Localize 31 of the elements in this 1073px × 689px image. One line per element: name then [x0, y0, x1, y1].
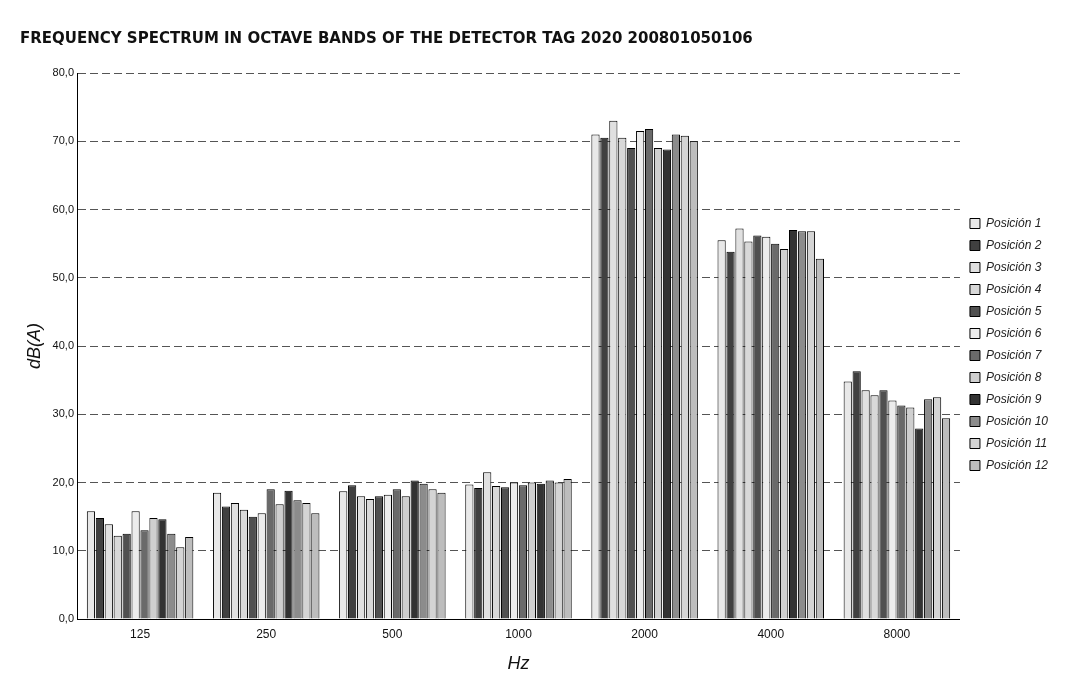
legend-label: Posición 4	[985, 281, 1042, 296]
y-tick-label: 30,0	[52, 407, 75, 420]
x-tick-label: 4000	[757, 626, 785, 641]
legend-label: Posición 2	[985, 237, 1042, 252]
legend-label: Posición 8	[985, 369, 1042, 384]
y-tick-label: 80,0	[52, 66, 75, 79]
y-tick-label: 50,0	[52, 270, 75, 283]
x-tick-label: 500	[382, 626, 403, 641]
x-tick-label: 125	[130, 626, 151, 641]
legend-label: Posición 5	[985, 303, 1042, 318]
y-tick-label: 10,0	[52, 543, 75, 556]
y-axis-title: dB(A)	[23, 322, 44, 370]
x-tick-label: 250	[256, 626, 277, 641]
y-tick-label: 70,0	[52, 134, 75, 147]
chart-title: FREQUENCY SPECTRUM IN OCTAVE BANDS OF THE DETECTOR TAG 2020 200801050106	[20, 28, 753, 47]
y-tick-label: 60,0	[52, 202, 75, 215]
legend-label: Posición 12	[985, 457, 1049, 472]
legend-label: Posición 10	[985, 413, 1049, 428]
legend-label: Posición 9	[985, 391, 1042, 406]
legend-label: Posición 1	[985, 215, 1042, 230]
legend-label: Posición 11	[985, 435, 1048, 450]
y-tick-label: 40,0	[52, 339, 75, 352]
y-tick-label: 0,0	[58, 612, 75, 625]
x-tick-label: 2000	[631, 626, 659, 641]
legend-label: Posición 7	[985, 347, 1043, 362]
x-tick-label: 1000	[505, 626, 533, 641]
legend-label: Posición 6	[985, 325, 1042, 340]
legend-label: Posición 3	[985, 259, 1042, 274]
x-axis-title: Hz	[507, 653, 530, 674]
x-tick-label: 8000	[883, 626, 911, 641]
y-tick-label: 20,0	[52, 475, 75, 488]
